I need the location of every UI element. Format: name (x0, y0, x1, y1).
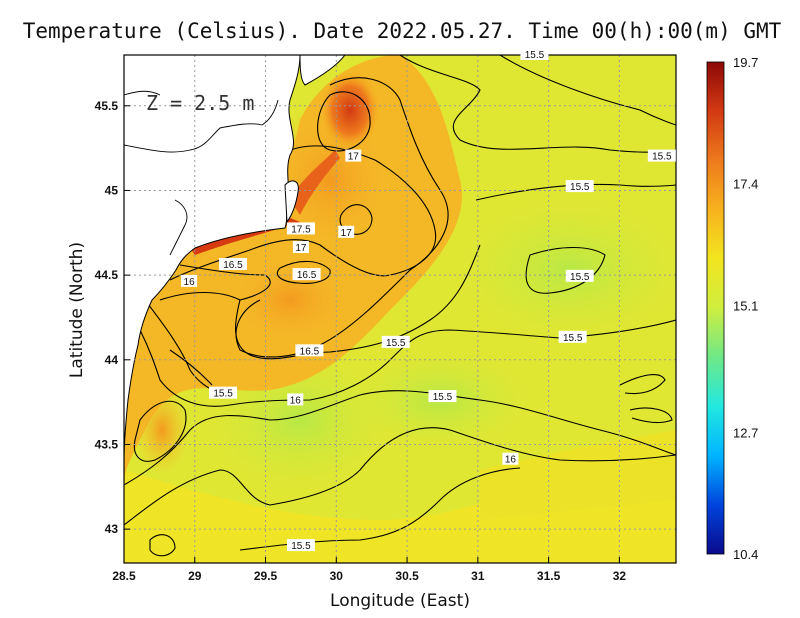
contour-label: 15.5 (570, 272, 590, 283)
contour-label: 15.5 (652, 152, 672, 163)
contour-label-bg (502, 452, 519, 465)
plot-area (124, 55, 676, 563)
contour-line (169, 349, 213, 386)
contour-label: 15.5 (433, 392, 453, 403)
contour-label: 16 (290, 395, 302, 406)
contour-label: 17 (348, 152, 360, 163)
coast-detail (169, 199, 188, 256)
contour-line (276, 260, 331, 284)
contour-label-bg (292, 268, 321, 281)
contour-line (133, 400, 187, 462)
contour-line (149, 534, 176, 557)
contour-label: 16.5 (223, 260, 243, 271)
contour-label-bg (565, 269, 594, 282)
y-axis-label: Latitude (North) (67, 242, 87, 378)
contour-line (124, 390, 676, 486)
coastline (124, 55, 346, 461)
x-tick-label: 28.5 (112, 569, 136, 583)
y-tick-label: 45 (105, 183, 119, 197)
coast-detail (124, 90, 161, 96)
x-tick-label: 30 (330, 569, 344, 583)
contour-line (619, 374, 666, 395)
contour-label: 17 (341, 228, 353, 239)
contour-label-bg (295, 344, 324, 357)
colorbar-ticks: 19.7 17.4 15.1 12.7 10.4 (733, 55, 758, 562)
x-tick-label: 29.5 (254, 569, 278, 583)
colorbar-tick-label: 10.4 (733, 547, 758, 562)
contour-label: 17 (295, 243, 307, 254)
colorbar (706, 61, 725, 555)
contour-line (475, 183, 676, 201)
hot-coastal-strip-north (290, 150, 340, 215)
contour-label-bg (428, 390, 457, 403)
x-tick-label: 31 (471, 569, 485, 583)
contour-label: 16 (184, 277, 196, 288)
contour-label-bg (209, 386, 238, 399)
contour-label: 15.5 (213, 389, 233, 400)
land-danube-delta (284, 180, 299, 224)
contour-label: 16.5 (297, 270, 317, 281)
contour-label: 15.5 (525, 50, 545, 61)
colorbar-tick-label: 12.7 (733, 425, 758, 440)
x-tick-label: 30.5 (395, 569, 419, 583)
depth-annotation: Z = 2.5 m (146, 91, 254, 115)
x-tick-label: 31.5 (537, 569, 561, 583)
colorbar-tick-label: 17.4 (733, 177, 758, 192)
coast-detail (261, 99, 279, 126)
y-tick-label: 44.5 (95, 268, 119, 282)
contour-line (399, 55, 676, 153)
contour-label-bg (520, 48, 549, 60)
y-tick-label: 43 (105, 522, 119, 536)
land-mass (124, 55, 301, 461)
contour-label-bg (558, 330, 587, 343)
plot-frame (123, 54, 677, 564)
warm-core-southwest (134, 385, 190, 475)
contour-label-bg (286, 539, 315, 552)
y-tick-label: 43.5 (95, 437, 119, 451)
contour-label-bg (338, 225, 355, 238)
contour-label: 15.5 (563, 333, 583, 344)
x-axis-label: Longitude (East) (330, 591, 470, 611)
contour-line (339, 204, 373, 235)
contour-labels: 15.5 15.5 15.5 17 17.5 17 17 16.5 16.5 16 15.5 15.5… (181, 48, 676, 552)
contour-label: 16 (505, 455, 517, 466)
y-tick-label: 44 (105, 353, 119, 367)
chart-title: Temperature (Celsius). Date 2022.05.27. … (23, 19, 782, 43)
hot-core-north (320, 70, 380, 150)
contour-label-bg (292, 241, 309, 254)
contour-label-bg (181, 274, 198, 287)
contour-label-bg (381, 335, 410, 348)
contour-label-bg (647, 149, 676, 162)
coast-detail (124, 123, 263, 153)
contour-label: 16.5 (300, 346, 320, 357)
contour-line (317, 91, 371, 152)
contour-line (124, 427, 676, 526)
y-tick-label: 45.5 (95, 99, 119, 113)
contour-line (629, 407, 673, 424)
coastline-inner-details (124, 90, 279, 256)
x-tick-label: 32 (613, 569, 627, 583)
colorbar-tick-label: 19.7 (733, 55, 758, 70)
contour-label-bg (565, 180, 594, 193)
x-axis: 28.5 29 29.5 30 30.5 31 31.5 32 (112, 557, 626, 583)
land-lagoon (299, 55, 346, 86)
x-tick-label: 29 (188, 569, 202, 583)
contour-label-bg (286, 222, 315, 235)
y-axis: 43 43.5 44 44.5 45 45.5 (95, 99, 130, 536)
contour-label-bg (218, 257, 247, 270)
contour-label: 15.5 (291, 541, 311, 552)
contour-label: 17.5 (291, 224, 311, 235)
colorbar-tick-label: 15.1 (733, 298, 758, 313)
contour-label: 15.5 (386, 338, 406, 349)
contour-label-bg (287, 393, 304, 406)
yellow-band-southeast (480, 430, 676, 520)
contour-label: 15.5 (570, 182, 590, 193)
contour-label-bg (345, 149, 362, 162)
contour-line (235, 77, 449, 358)
